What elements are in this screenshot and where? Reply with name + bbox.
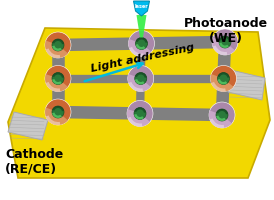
Wedge shape <box>129 47 144 56</box>
Wedge shape <box>136 38 147 43</box>
Circle shape <box>129 30 155 56</box>
Polygon shape <box>228 70 265 100</box>
Wedge shape <box>136 44 145 49</box>
Polygon shape <box>8 28 270 178</box>
Polygon shape <box>136 15 147 38</box>
Wedge shape <box>213 45 227 55</box>
Wedge shape <box>52 113 62 118</box>
Text: Light addressing: Light addressing <box>90 42 195 74</box>
Circle shape <box>212 29 238 55</box>
Circle shape <box>136 38 147 49</box>
Wedge shape <box>135 79 145 84</box>
Circle shape <box>219 36 231 48</box>
Wedge shape <box>46 82 60 91</box>
Circle shape <box>52 72 64 84</box>
Wedge shape <box>212 38 235 55</box>
Circle shape <box>127 100 153 127</box>
Circle shape <box>216 109 228 121</box>
Wedge shape <box>210 118 224 128</box>
Wedge shape <box>127 109 150 126</box>
Wedge shape <box>216 109 228 114</box>
Wedge shape <box>52 46 62 51</box>
Circle shape <box>52 106 64 118</box>
Circle shape <box>128 66 154 92</box>
Wedge shape <box>52 106 64 111</box>
Wedge shape <box>52 73 64 78</box>
Wedge shape <box>209 111 232 128</box>
Text: laser: laser <box>135 3 148 8</box>
Wedge shape <box>46 48 60 58</box>
Wedge shape <box>210 74 233 91</box>
Wedge shape <box>218 79 227 84</box>
Wedge shape <box>52 39 64 44</box>
Circle shape <box>45 99 71 125</box>
Text: Cathode
(RE/CE): Cathode (RE/CE) <box>5 148 63 176</box>
Polygon shape <box>133 1 150 16</box>
Wedge shape <box>45 41 68 58</box>
Circle shape <box>218 72 230 84</box>
Wedge shape <box>46 115 60 125</box>
Polygon shape <box>8 112 48 140</box>
Circle shape <box>52 39 64 51</box>
Wedge shape <box>219 36 231 41</box>
Wedge shape <box>219 43 229 48</box>
Circle shape <box>45 32 71 58</box>
Wedge shape <box>135 73 147 78</box>
Wedge shape <box>218 73 229 78</box>
Circle shape <box>135 72 147 84</box>
Wedge shape <box>134 108 146 113</box>
Circle shape <box>134 108 146 119</box>
Wedge shape <box>216 116 226 121</box>
Wedge shape <box>128 117 142 126</box>
Text: Photoanode
(WE): Photoanode (WE) <box>184 17 268 45</box>
Wedge shape <box>128 74 151 91</box>
Wedge shape <box>45 108 68 125</box>
Circle shape <box>45 66 71 92</box>
Wedge shape <box>129 82 143 91</box>
Wedge shape <box>211 82 226 91</box>
Wedge shape <box>129 39 152 56</box>
Wedge shape <box>45 74 68 91</box>
Wedge shape <box>52 79 62 84</box>
Circle shape <box>209 102 235 128</box>
Circle shape <box>210 66 236 92</box>
Wedge shape <box>134 114 144 119</box>
